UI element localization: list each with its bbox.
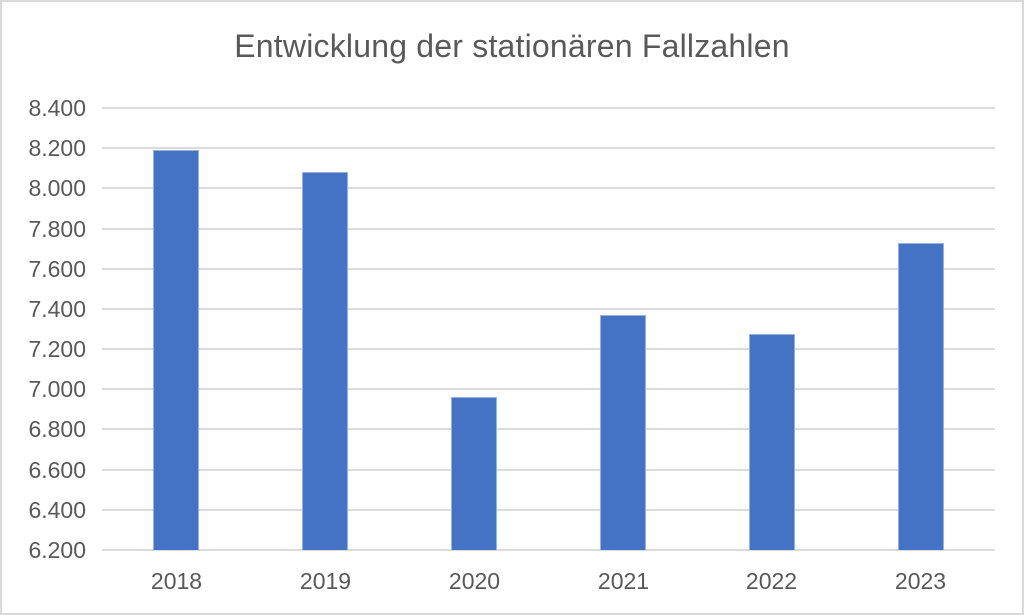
bar-2023 [898, 243, 944, 550]
y-tick-label: 8.200 [28, 135, 86, 161]
y-tick-label: 7.200 [28, 336, 86, 362]
y-tick-label: 6.800 [28, 416, 86, 442]
y-tick-label: 7.600 [28, 256, 86, 282]
bar-2018 [153, 150, 199, 550]
gridline [102, 268, 995, 270]
y-tick-label: 6.200 [28, 537, 86, 563]
x-tick-label: 2023 [894, 568, 947, 594]
gridline [102, 469, 995, 471]
x-tick-label: 2021 [597, 568, 650, 594]
y-tick-label: 8.000 [28, 175, 86, 201]
x-tick-label: 2020 [448, 568, 501, 594]
gridline [102, 147, 995, 149]
bar-2020 [451, 397, 497, 550]
chart-title: Entwicklung der stationären Fallzahlen [234, 28, 790, 64]
x-tick-label: 2022 [745, 568, 798, 594]
y-tick-label: 7.000 [28, 376, 86, 402]
gridline [102, 549, 995, 551]
y-tick-label: 6.400 [28, 497, 86, 523]
y-tick-label: 8.400 [28, 95, 86, 121]
x-tick-label: 2019 [299, 568, 352, 594]
gridline [102, 228, 995, 230]
y-tick-label: 6.600 [28, 457, 86, 483]
gridline [102, 428, 995, 430]
y-tick-label: 7.800 [28, 216, 86, 242]
x-tick-label: 2018 [150, 568, 203, 594]
gridline [102, 107, 995, 109]
y-tick-label: 7.400 [28, 296, 86, 322]
gridline [102, 388, 995, 390]
bar-2022 [749, 334, 795, 550]
gridline [102, 187, 995, 189]
bar-2019 [302, 172, 348, 550]
plot-area [102, 107, 995, 551]
bar-2021 [600, 315, 646, 550]
gridline [102, 348, 995, 350]
gridline [102, 509, 995, 511]
gridline [102, 308, 995, 310]
